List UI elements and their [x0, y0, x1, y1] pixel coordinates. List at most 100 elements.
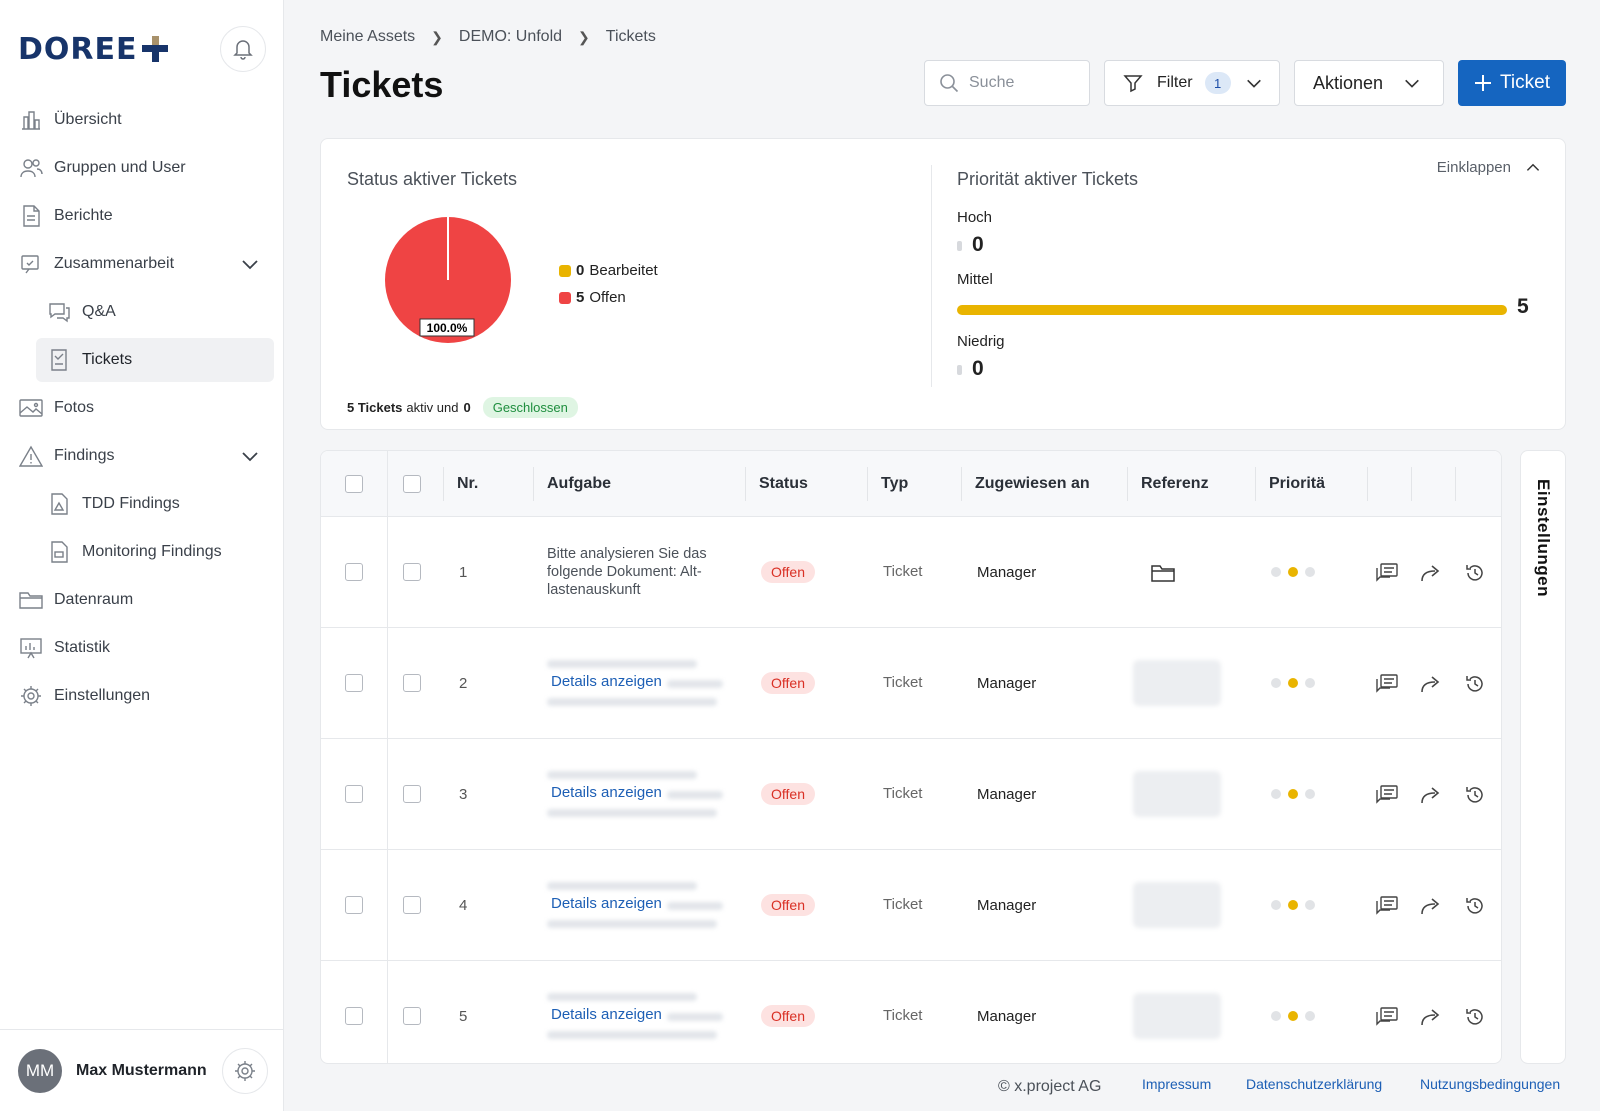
blurred-text: [547, 1031, 717, 1039]
footer-link-nutzungsbedingungen[interactable]: Nutzungsbedingungen: [1420, 1076, 1560, 1092]
comment-icon[interactable]: [1375, 672, 1399, 696]
column-header-status[interactable]: Status: [759, 475, 808, 492]
reference-thumbnail[interactable]: [1133, 660, 1221, 706]
actions-label: Aktionen: [1313, 72, 1384, 93]
sidebar-item-einstellungen[interactable]: Einstellungen: [0, 672, 284, 720]
column-header-nr[interactable]: Nr.: [457, 475, 479, 492]
sidebar-item-statistik[interactable]: Statistik: [0, 624, 284, 672]
row-checkbox[interactable]: [345, 563, 363, 581]
comment-icon[interactable]: [1375, 1005, 1399, 1029]
table-settings-tab[interactable]: Einstellungen: [1520, 450, 1566, 1064]
sidebar-item-fotos[interactable]: Fotos: [0, 384, 284, 432]
breadcrumb-item[interactable]: Tickets: [605, 28, 656, 45]
forward-icon[interactable]: [1419, 672, 1443, 696]
row-checkbox[interactable]: [345, 785, 363, 803]
footer-link-impressum[interactable]: Impressum: [1142, 1076, 1211, 1092]
folder-icon[interactable]: [1151, 561, 1175, 585]
actions-dropdown[interactable]: Aktionen: [1294, 60, 1444, 106]
reference-thumbnail[interactable]: [1133, 993, 1221, 1039]
comment-icon[interactable]: [1375, 894, 1399, 918]
sidebar-item-qa[interactable]: Q&A: [0, 288, 284, 336]
column-header-referenz[interactable]: Referenz: [1141, 475, 1209, 492]
sidebar-item-berichte[interactable]: Berichte: [0, 192, 284, 240]
sidebar-item-datenraum[interactable]: Datenraum: [0, 576, 284, 624]
history-icon[interactable]: [1463, 672, 1487, 696]
select-all-checkbox[interactable]: [345, 475, 363, 493]
breadcrumb-item[interactable]: DEMO: Unfold: [458, 28, 563, 45]
row-checkbox[interactable]: [345, 674, 363, 692]
forward-icon[interactable]: [1419, 783, 1443, 807]
bell-icon: [233, 40, 253, 60]
details-link[interactable]: Details anzeigen: [551, 784, 662, 801]
history-icon[interactable]: [1463, 894, 1487, 918]
history-icon[interactable]: [1463, 783, 1487, 807]
sidebar-item-zusammenarbeit[interactable]: Zusammenarbeit: [0, 240, 284, 288]
footer-link-text[interactable]: Impressum: [1142, 1076, 1212, 1092]
row-select-checkbox[interactable]: [403, 1007, 421, 1025]
breadcrumb-item[interactable]: Meine Assets: [320, 28, 416, 45]
sidebar-item-monitoring-findings[interactable]: Monitoring Findings: [0, 528, 284, 576]
column-header-aufgabe[interactable]: Aufgabe: [547, 475, 611, 492]
row-checkbox[interactable]: [345, 896, 363, 914]
notifications-button[interactable]: [220, 26, 266, 72]
footer-link-text[interactable]: Nutzungsbedingungen: [1420, 1076, 1561, 1092]
column-header-zugewiesen[interactable]: Zugewiesen an: [975, 475, 1090, 492]
column-header-prioritaet[interactable]: Prioritä: [1269, 475, 1326, 492]
closed-badge: Geschlossen: [482, 397, 578, 418]
sidebar-item-gruppen-und-user[interactable]: Gruppen und User: [0, 144, 284, 192]
details-link[interactable]: Details anzeigen: [551, 1006, 662, 1023]
table-row[interactable]: 3 Details anzeigen Offen Ticket Manager: [321, 739, 1501, 850]
sidebar-item-uebersicht[interactable]: Übersicht: [0, 96, 284, 144]
legend-item: 0 Bearbeitet: [559, 257, 658, 284]
footer-link-text[interactable]: Datenschutzerklärung: [1246, 1076, 1383, 1092]
sidebar-item-findings[interactable]: Findings: [0, 432, 284, 480]
row-select-checkbox[interactable]: [403, 674, 421, 692]
pie-label-box: [419, 318, 475, 337]
row-select-checkbox[interactable]: [403, 785, 421, 803]
sidebar-item-tickets[interactable]: Tickets: [0, 336, 284, 384]
forward-icon[interactable]: [1419, 894, 1443, 918]
row-select-checkbox[interactable]: [403, 563, 421, 581]
row-checkbox[interactable]: [345, 1007, 363, 1025]
priority-bar-low: [957, 365, 962, 375]
comment-icon[interactable]: [1375, 783, 1399, 807]
table-row[interactable]: 1 Bitte analysieren Sie das folgende Doku…: [321, 517, 1501, 628]
reference-thumbnail[interactable]: [1133, 882, 1221, 928]
history-icon[interactable]: [1463, 1005, 1487, 1029]
header-checkbox[interactable]: [403, 475, 421, 493]
avatar[interactable]: MM: [18, 1048, 62, 1093]
plus-icon: [1475, 75, 1492, 91]
column-header-typ[interactable]: Typ: [881, 475, 909, 492]
sidebar-item-label: Monitoring Findings: [82, 543, 222, 560]
reference-thumbnail[interactable]: [1133, 771, 1221, 817]
priority-label-low: Niedrig: [957, 333, 1005, 350]
table-row[interactable]: 2 Details anzeigen Offen Ticket Manager: [321, 628, 1501, 739]
pie-legend: 0 Bearbeitet 5 Offen: [559, 257, 658, 311]
forward-icon[interactable]: [1419, 561, 1443, 585]
forward-icon[interactable]: [1419, 1005, 1443, 1029]
footer-link-datenschutz[interactable]: Datenschutzerklärung: [1246, 1076, 1382, 1092]
ticket-number: 2: [459, 675, 468, 692]
search-box[interactable]: [924, 60, 1090, 106]
filter-count-badge: 1: [1204, 72, 1231, 94]
history-icon[interactable]: [1463, 561, 1487, 585]
search-input[interactable]: [969, 74, 1069, 92]
sidebar-item-tdd-findings[interactable]: TDD Findings: [0, 480, 284, 528]
user-name[interactable]: Max Mustermann: [76, 1061, 207, 1079]
user-settings-button[interactable]: [222, 1048, 268, 1094]
chevron-down-icon[interactable]: [240, 254, 260, 274]
collapse-button[interactable]: Einklappen: [1437, 159, 1541, 176]
row-select-checkbox[interactable]: [403, 896, 421, 914]
details-link[interactable]: Details anzeigen: [551, 895, 662, 912]
priority-value-low: 0: [972, 357, 984, 380]
table-row[interactable]: 4 Details anzeigen Offen Ticket Manager: [321, 850, 1501, 961]
logo-mark-icon: [141, 35, 170, 64]
chevron-down-icon[interactable]: [240, 446, 260, 466]
table-row[interactable]: 5 Details anzeigen Offen Ticket Manager: [321, 961, 1501, 1063]
comment-icon[interactable]: [1375, 561, 1399, 585]
details-link[interactable]: Details anzeigen: [551, 673, 662, 690]
ticket-number: 5: [459, 1008, 468, 1025]
filter-button[interactable]: Filter 1: [1104, 60, 1280, 106]
add-ticket-button[interactable]: Ticket: [1458, 60, 1566, 106]
doree-logo[interactable]: DOREE: [18, 32, 170, 67]
